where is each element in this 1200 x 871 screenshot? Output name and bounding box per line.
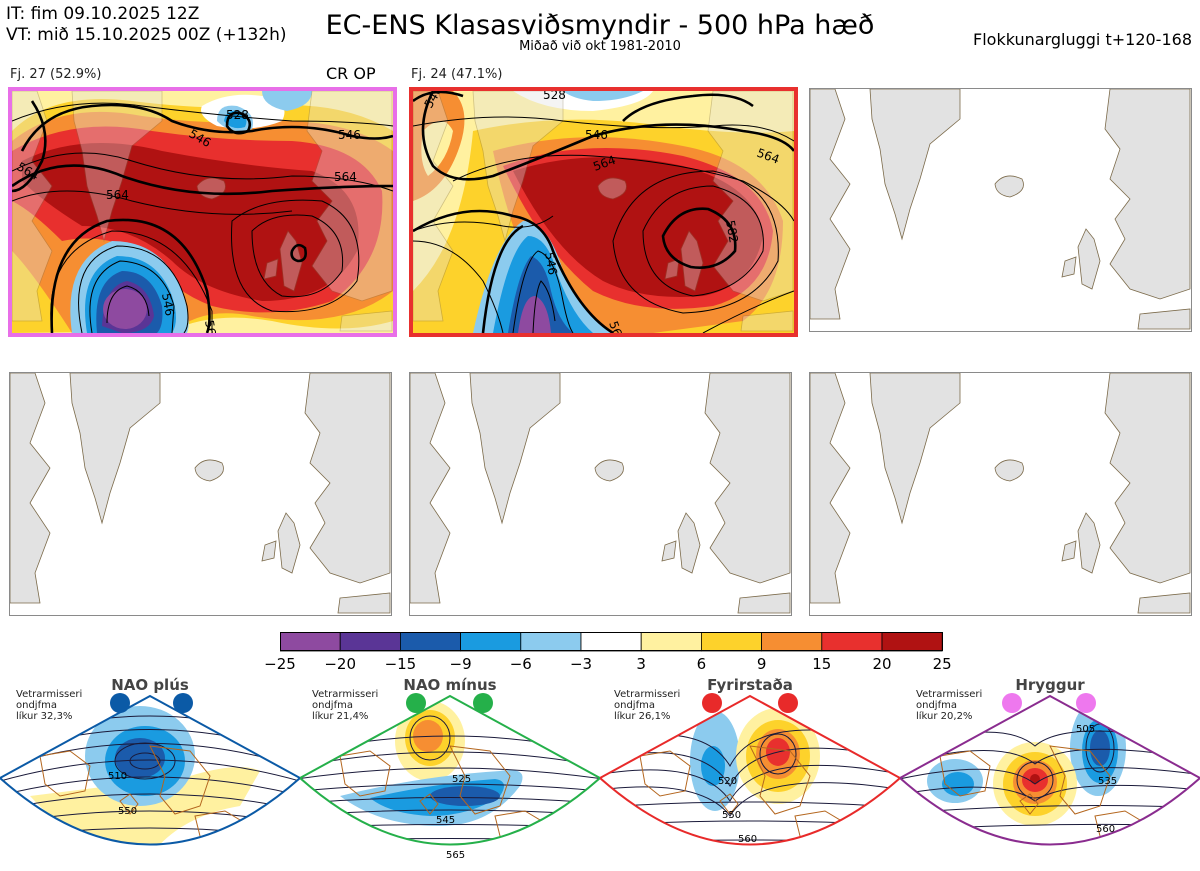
panel-2-label: Fj. 24 (47.1%) <box>411 67 503 82</box>
panel-1-tag: CR OP <box>326 64 376 83</box>
cluster-panel-2: 546 528 546 564 564 582 546 56 <box>409 87 798 337</box>
colorbar-tick-label: 15 <box>812 655 832 673</box>
contour-label: 545 <box>436 815 455 826</box>
page-subtitle: Miðað við okt 1981-2010 <box>519 39 681 54</box>
regime-info: Vetrarmisseri ondjfma líkur 32,3% <box>16 689 82 722</box>
contour-label: 546 <box>338 128 361 142</box>
contour-label: 525 <box>452 774 471 785</box>
colorbar <box>280 632 943 652</box>
map-empty-3 <box>810 89 1191 330</box>
contour-label: 546 <box>585 128 608 142</box>
regime-info-line: ondjfma <box>16 700 57 711</box>
regime-info-line: líkur 32,3% <box>16 711 73 722</box>
initial-time: IT: fim 09.10.2025 12Z <box>6 4 200 24</box>
contour-label: 56 <box>202 319 218 333</box>
regime-name: Hryggur <box>1015 676 1085 694</box>
regime-map: 510 550 <box>0 693 300 846</box>
regime-info-line: ondjfma <box>312 700 353 711</box>
valid-time: VT: mið 15.10.2025 00Z (+132h) <box>6 25 287 45</box>
colorbar-tick-label: 25 <box>932 655 952 673</box>
contour-label: 550 <box>722 810 741 821</box>
colorbar-cell <box>400 632 462 652</box>
colorbar-cell <box>460 632 522 652</box>
colorbar-tick-label: −20 <box>324 655 357 673</box>
regime-nao-minus: NAO mínus Vetrarmisseri ondjfma líkur 21… <box>300 676 600 871</box>
cluster-panel-5 <box>409 372 792 616</box>
colorbar-cell <box>700 632 762 652</box>
colorbar-tick-label: 6 <box>696 655 707 673</box>
regime-info: Vetrarmisseri ondjfma líkur 21,4% <box>312 689 378 722</box>
regime-name: NAO mínus <box>403 676 497 694</box>
contour-label: 564 <box>334 170 357 184</box>
contour-label: 550 <box>118 806 137 817</box>
contour-label: 546 <box>159 292 177 317</box>
contour-label: 528 <box>226 108 249 122</box>
regime-info-line: líkur 20,2% <box>916 711 973 722</box>
regime-info: Vetrarmisseri ondjfma líkur 20,2% <box>916 689 982 722</box>
regime-info-line: Vetrarmisseri <box>916 689 983 700</box>
regime-info-line: ondjfma <box>614 700 655 711</box>
regime-info-line: Vetrarmisseri <box>312 689 379 700</box>
colorbar-tick-label: −15 <box>384 655 417 673</box>
contour-label: 535 <box>1098 776 1117 787</box>
page-title: EC-ENS Klasasviðsmyndir - 500 hPa hæð <box>325 10 875 41</box>
colorbar-tick-label: −6 <box>509 655 532 673</box>
map-empty-6 <box>810 373 1191 614</box>
colorbar-tick-label: −3 <box>569 655 593 673</box>
cluster-2-map: 546 528 546 564 564 582 546 56 <box>413 91 794 333</box>
colorbar-cell <box>339 632 401 652</box>
regime-info-line: líkur 21,4% <box>312 711 369 722</box>
colorbar-tick-label: 20 <box>872 655 892 673</box>
colorbar-cell <box>821 632 883 652</box>
regime-info-line: ondjfma <box>916 700 957 711</box>
map-empty-4 <box>10 373 391 614</box>
contour-label: 560 <box>1096 824 1115 835</box>
cluster-panel-3 <box>809 88 1192 332</box>
contour-label: 56 <box>606 319 624 333</box>
colorbar-tick-label: 3 <box>636 655 646 673</box>
colorbar-cell <box>520 632 582 652</box>
regime-info: Vetrarmisseri ondjfma líkur 26,1% <box>614 689 680 722</box>
regime-info-line: líkur 26,1% <box>614 711 671 722</box>
regime-map: 525 545 565 <box>300 693 600 861</box>
contour-label: 505 <box>1076 724 1095 735</box>
colorbar-cell <box>640 632 702 652</box>
regime-map: 520 550 560 <box>600 693 900 846</box>
regime-name: Fyrirstaða <box>707 676 793 694</box>
regime-blocking: Fyrirstaða Vetrarmisseri ondjfma líkur 2… <box>600 676 900 871</box>
header-info: IT: fim 09.10.2025 12Z VT: mið 15.10.202… <box>6 4 287 46</box>
colorbar-tick-label: −25 <box>264 655 296 673</box>
contour-label: 565 <box>446 850 465 861</box>
contour-label: 510 <box>108 771 127 782</box>
colorbar-cell <box>881 632 943 652</box>
regime-name: NAO plús <box>111 676 189 694</box>
cluster-panel-4 <box>9 372 392 616</box>
contour-label: 546 <box>542 251 560 276</box>
cluster-1-map: 528 546 546 564 564 564 546 56 <box>12 91 393 333</box>
contour-label: 582 <box>723 219 741 244</box>
panel-1-label: Fj. 27 (52.9%) <box>10 67 102 82</box>
contour-label: 528 <box>543 91 566 102</box>
cluster-panel-1: 528 546 546 564 564 564 546 56 <box>8 87 397 337</box>
colorbar-cell <box>580 632 642 652</box>
regime-map: 505 535 560 <box>900 693 1200 846</box>
colorbar-cell <box>280 632 341 652</box>
contour-label: 560 <box>738 834 757 845</box>
contour-label: 564 <box>106 188 129 202</box>
colorbar-tick-label: 9 <box>756 655 767 673</box>
colorbar-cell <box>761 632 823 652</box>
map-empty-5 <box>410 373 791 614</box>
regime-info-line: Vetrarmisseri <box>16 689 83 700</box>
regime-ridge: Hryggur Vetrarmisseri ondjfma líkur 20,2… <box>900 676 1200 871</box>
cluster-panel-6 <box>809 372 1192 616</box>
colorbar-tick-label: −9 <box>449 655 472 673</box>
contour-label: 520 <box>718 776 737 787</box>
regime-info-line: Vetrarmisseri <box>614 689 681 700</box>
classification-window: Flokkunargluggi t+120-168 <box>973 30 1192 49</box>
regime-nao-plus: NAO plús Vetrarmisseri ondjfma líkur 32,… <box>0 676 300 871</box>
